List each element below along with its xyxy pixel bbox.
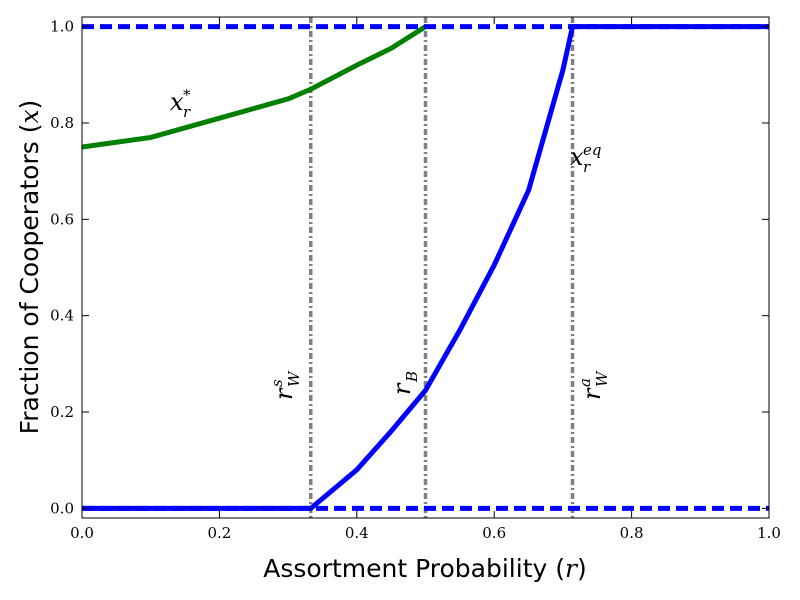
annotation-sup: a [576, 378, 594, 387]
annotation-text: rB [388, 371, 421, 395]
annotation-base: r [578, 387, 606, 400]
annotation: x* r [170, 86, 191, 121]
x-axis-label-var: r [565, 554, 579, 583]
y-tick-label: 1.0 [50, 18, 74, 36]
x-axis-label: Assortment Probability (r) [263, 554, 586, 583]
x-tick-label: 0.0 [70, 524, 94, 542]
y-tick-label: 0.2 [50, 403, 74, 421]
annotation-text: raW [576, 370, 611, 400]
annotation: rsW [268, 370, 303, 400]
x-tick-label: 1.0 [757, 524, 781, 542]
annotation-text: xeq r [570, 141, 601, 176]
annotation-sub: r [583, 158, 591, 176]
annotation: xeq r [570, 141, 601, 176]
y-axis-label-text: Fraction of Cooperators ( [15, 124, 44, 435]
y-tick-label: 0.0 [50, 499, 74, 517]
annotation: rB [388, 371, 421, 395]
annotation-text: rsW [268, 370, 303, 400]
x-axis-label-text: ) [577, 554, 587, 583]
annotation-sub: W [285, 370, 303, 387]
x-tick-label: 0.4 [345, 524, 369, 542]
annotation-base: r [270, 387, 298, 400]
annotation-sub: B [403, 371, 421, 383]
y-axis-label: Fraction of Cooperators (x) [15, 100, 44, 435]
y-tick-label: 0.8 [50, 114, 74, 132]
x-tick-label: 0.8 [620, 524, 644, 542]
annotation-sup: * [183, 86, 191, 104]
annotation: raW [576, 370, 611, 400]
x-tick-label: 0.6 [482, 524, 506, 542]
data-line [82, 24, 427, 150]
annotation-base: x [170, 88, 184, 116]
y-axis-label-var: x [15, 109, 44, 123]
annotation-sub: r [183, 103, 191, 121]
data-line [82, 24, 769, 511]
x-axis-label-text: Assortment Probability ( [263, 554, 565, 583]
y-tick-label: 0.6 [50, 210, 74, 228]
annotation-base: r [388, 382, 416, 395]
x-tick-label: 0.2 [207, 524, 231, 542]
annotation-sub: W [593, 370, 611, 387]
plot-frame [81, 16, 770, 519]
annotation-text: x* r [170, 86, 191, 121]
annotation-sup: s [268, 379, 286, 387]
annotation-base: x [570, 143, 584, 171]
annotation-sup: eq [583, 141, 601, 159]
y-axis-label-text: ) [15, 100, 44, 110]
y-tick-label: 0.4 [50, 307, 74, 325]
